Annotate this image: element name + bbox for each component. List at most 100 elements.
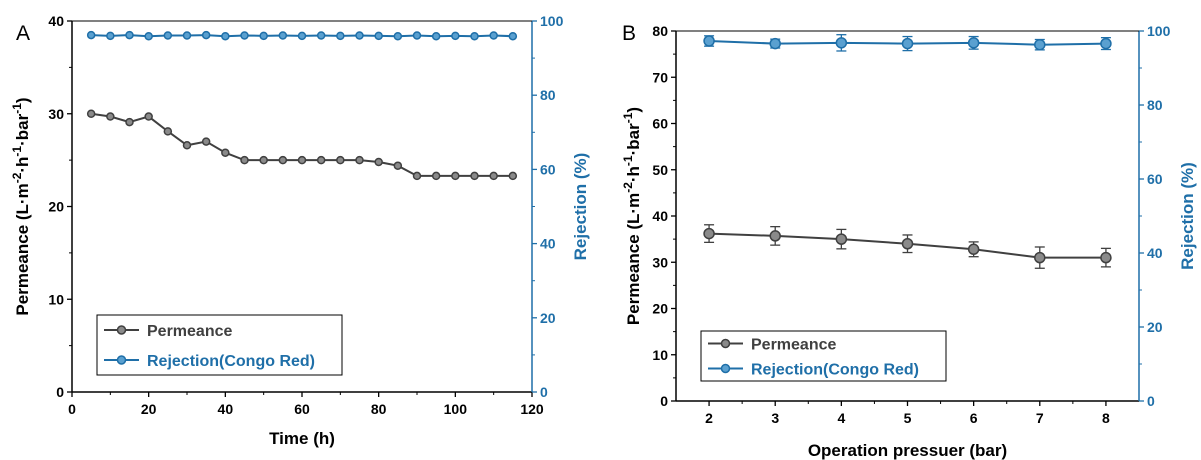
series-line	[91, 112, 513, 177]
y-left-tick-label: 70	[652, 69, 668, 85]
data-point	[106, 112, 115, 121]
y-left-tick-label: 80	[652, 23, 668, 39]
data-point	[182, 31, 192, 40]
data-point	[86, 30, 96, 40]
legend-box	[96, 314, 343, 376]
legend-label: Rejection(Congo Red)	[751, 362, 919, 379]
data-point	[374, 31, 383, 41]
data-point	[125, 30, 134, 40]
data-point	[240, 155, 249, 165]
data-point	[901, 37, 914, 50]
data-point	[470, 171, 479, 181]
y-left-axis-title-part: ·bar	[13, 113, 32, 146]
x-tick-label: 40	[218, 401, 234, 417]
y-left-axis-title: Permeance (L·m-2·h-1·bar-1)	[10, 97, 32, 315]
y-left-axis-title-superscript: -1	[621, 112, 635, 123]
y-right-tick-label: 0	[540, 384, 548, 400]
y-right-tick-label: 100	[540, 13, 564, 29]
y-right-tick-label: 0	[1147, 393, 1155, 409]
data-point	[201, 30, 211, 40]
legend-swatch-marker	[720, 363, 731, 374]
legend-label: Permeance	[147, 323, 232, 340]
data-point	[1100, 37, 1112, 50]
legend-swatch-marker	[116, 355, 127, 365]
data-point	[1100, 251, 1112, 264]
y-left-axis-title-superscript: -1	[10, 103, 24, 114]
x-tick-label: 60	[294, 401, 310, 417]
x-tick-label: 2	[705, 410, 713, 426]
series-permeance	[703, 224, 1112, 269]
y-left-axis-title-part: ·h	[624, 166, 643, 182]
chart-panel-B: B2 3 4 5 6 7 801020304050607080020406080100Ope…	[621, 22, 1197, 460]
y-right-tick-label: 20	[540, 310, 556, 326]
y-left-tick-label: 20	[652, 301, 668, 317]
data-point	[451, 171, 460, 181]
data-point	[221, 31, 230, 41]
y-left-axis-title-part: )	[13, 97, 32, 103]
data-point	[278, 155, 288, 165]
data-point	[86, 109, 96, 118]
data-point	[393, 31, 403, 41]
data-point	[297, 155, 307, 165]
y-left-tick-label: 10	[48, 291, 64, 307]
y-right-tick-label: 100	[1147, 23, 1171, 39]
x-tick-label: 80	[371, 401, 387, 417]
data-point	[316, 155, 326, 165]
legend: Permeance Rejection(Congo Red)	[96, 314, 343, 376]
data-point	[201, 137, 211, 146]
series-rejection	[86, 30, 518, 41]
data-point	[835, 233, 848, 245]
panel-letter: A	[16, 22, 30, 45]
y-left-tick-label: 60	[652, 116, 668, 132]
data-point	[431, 171, 441, 181]
x-tick-label: 5	[904, 410, 912, 426]
y-right-tick-label: 40	[540, 236, 556, 252]
panel-letter: B	[622, 22, 636, 45]
data-point	[374, 157, 383, 167]
x-tick-label: 8	[1102, 410, 1110, 426]
data-point	[412, 171, 422, 181]
data-point	[489, 31, 498, 40]
data-point	[163, 31, 173, 40]
data-point	[278, 31, 288, 40]
y-right-tick-label: 20	[1147, 319, 1163, 335]
y-left-axis-title-part: ·h	[13, 157, 32, 173]
data-point	[393, 161, 403, 170]
legend-swatch-marker	[116, 325, 127, 335]
y-left-tick-label: 20	[48, 199, 64, 215]
data-point	[240, 31, 249, 40]
data-point	[769, 37, 781, 50]
data-point	[967, 243, 980, 256]
legend-swatch-marker	[720, 338, 731, 349]
chart-panel-A: A0 20 40 60 80 100 120010203040020406080100Tim…	[10, 13, 590, 448]
y-left-tick-label: 40	[48, 13, 64, 29]
data-point	[336, 155, 345, 165]
y-left-axis-title-superscript: -1	[621, 155, 635, 166]
data-point	[508, 31, 518, 41]
series-permeance	[86, 109, 518, 181]
legend-label: Permeance	[751, 337, 836, 354]
y-right-tick-label: 80	[540, 87, 556, 103]
data-point	[412, 31, 422, 40]
y-right-tick-label: 60	[540, 161, 556, 177]
y-left-axis-title-superscript: -2	[10, 172, 24, 183]
data-point	[182, 141, 192, 150]
x-tick-label: 0	[68, 401, 76, 417]
y-right-axis-title: Rejection (%)	[1178, 162, 1197, 270]
y-right-tick-label: 60	[1147, 171, 1163, 187]
data-point	[901, 238, 914, 250]
x-axis-title: Time (h)	[269, 429, 335, 448]
y-left-axis-title: Permeance (L·m-2·h-1·bar-1)	[621, 107, 643, 325]
y-right-tick-label: 40	[1147, 245, 1163, 261]
y-left-tick-label: 10	[652, 347, 668, 363]
y-left-axis-title-superscript: -2	[621, 182, 635, 193]
data-point	[144, 31, 153, 41]
data-point	[1034, 38, 1046, 51]
x-tick-label: 7	[1036, 410, 1044, 426]
data-point	[489, 171, 498, 181]
data-point	[106, 31, 115, 41]
data-point	[451, 31, 460, 41]
y-left-axis-title-part: Permeance (L·m	[624, 193, 643, 325]
x-tick-label: 120	[520, 401, 544, 417]
